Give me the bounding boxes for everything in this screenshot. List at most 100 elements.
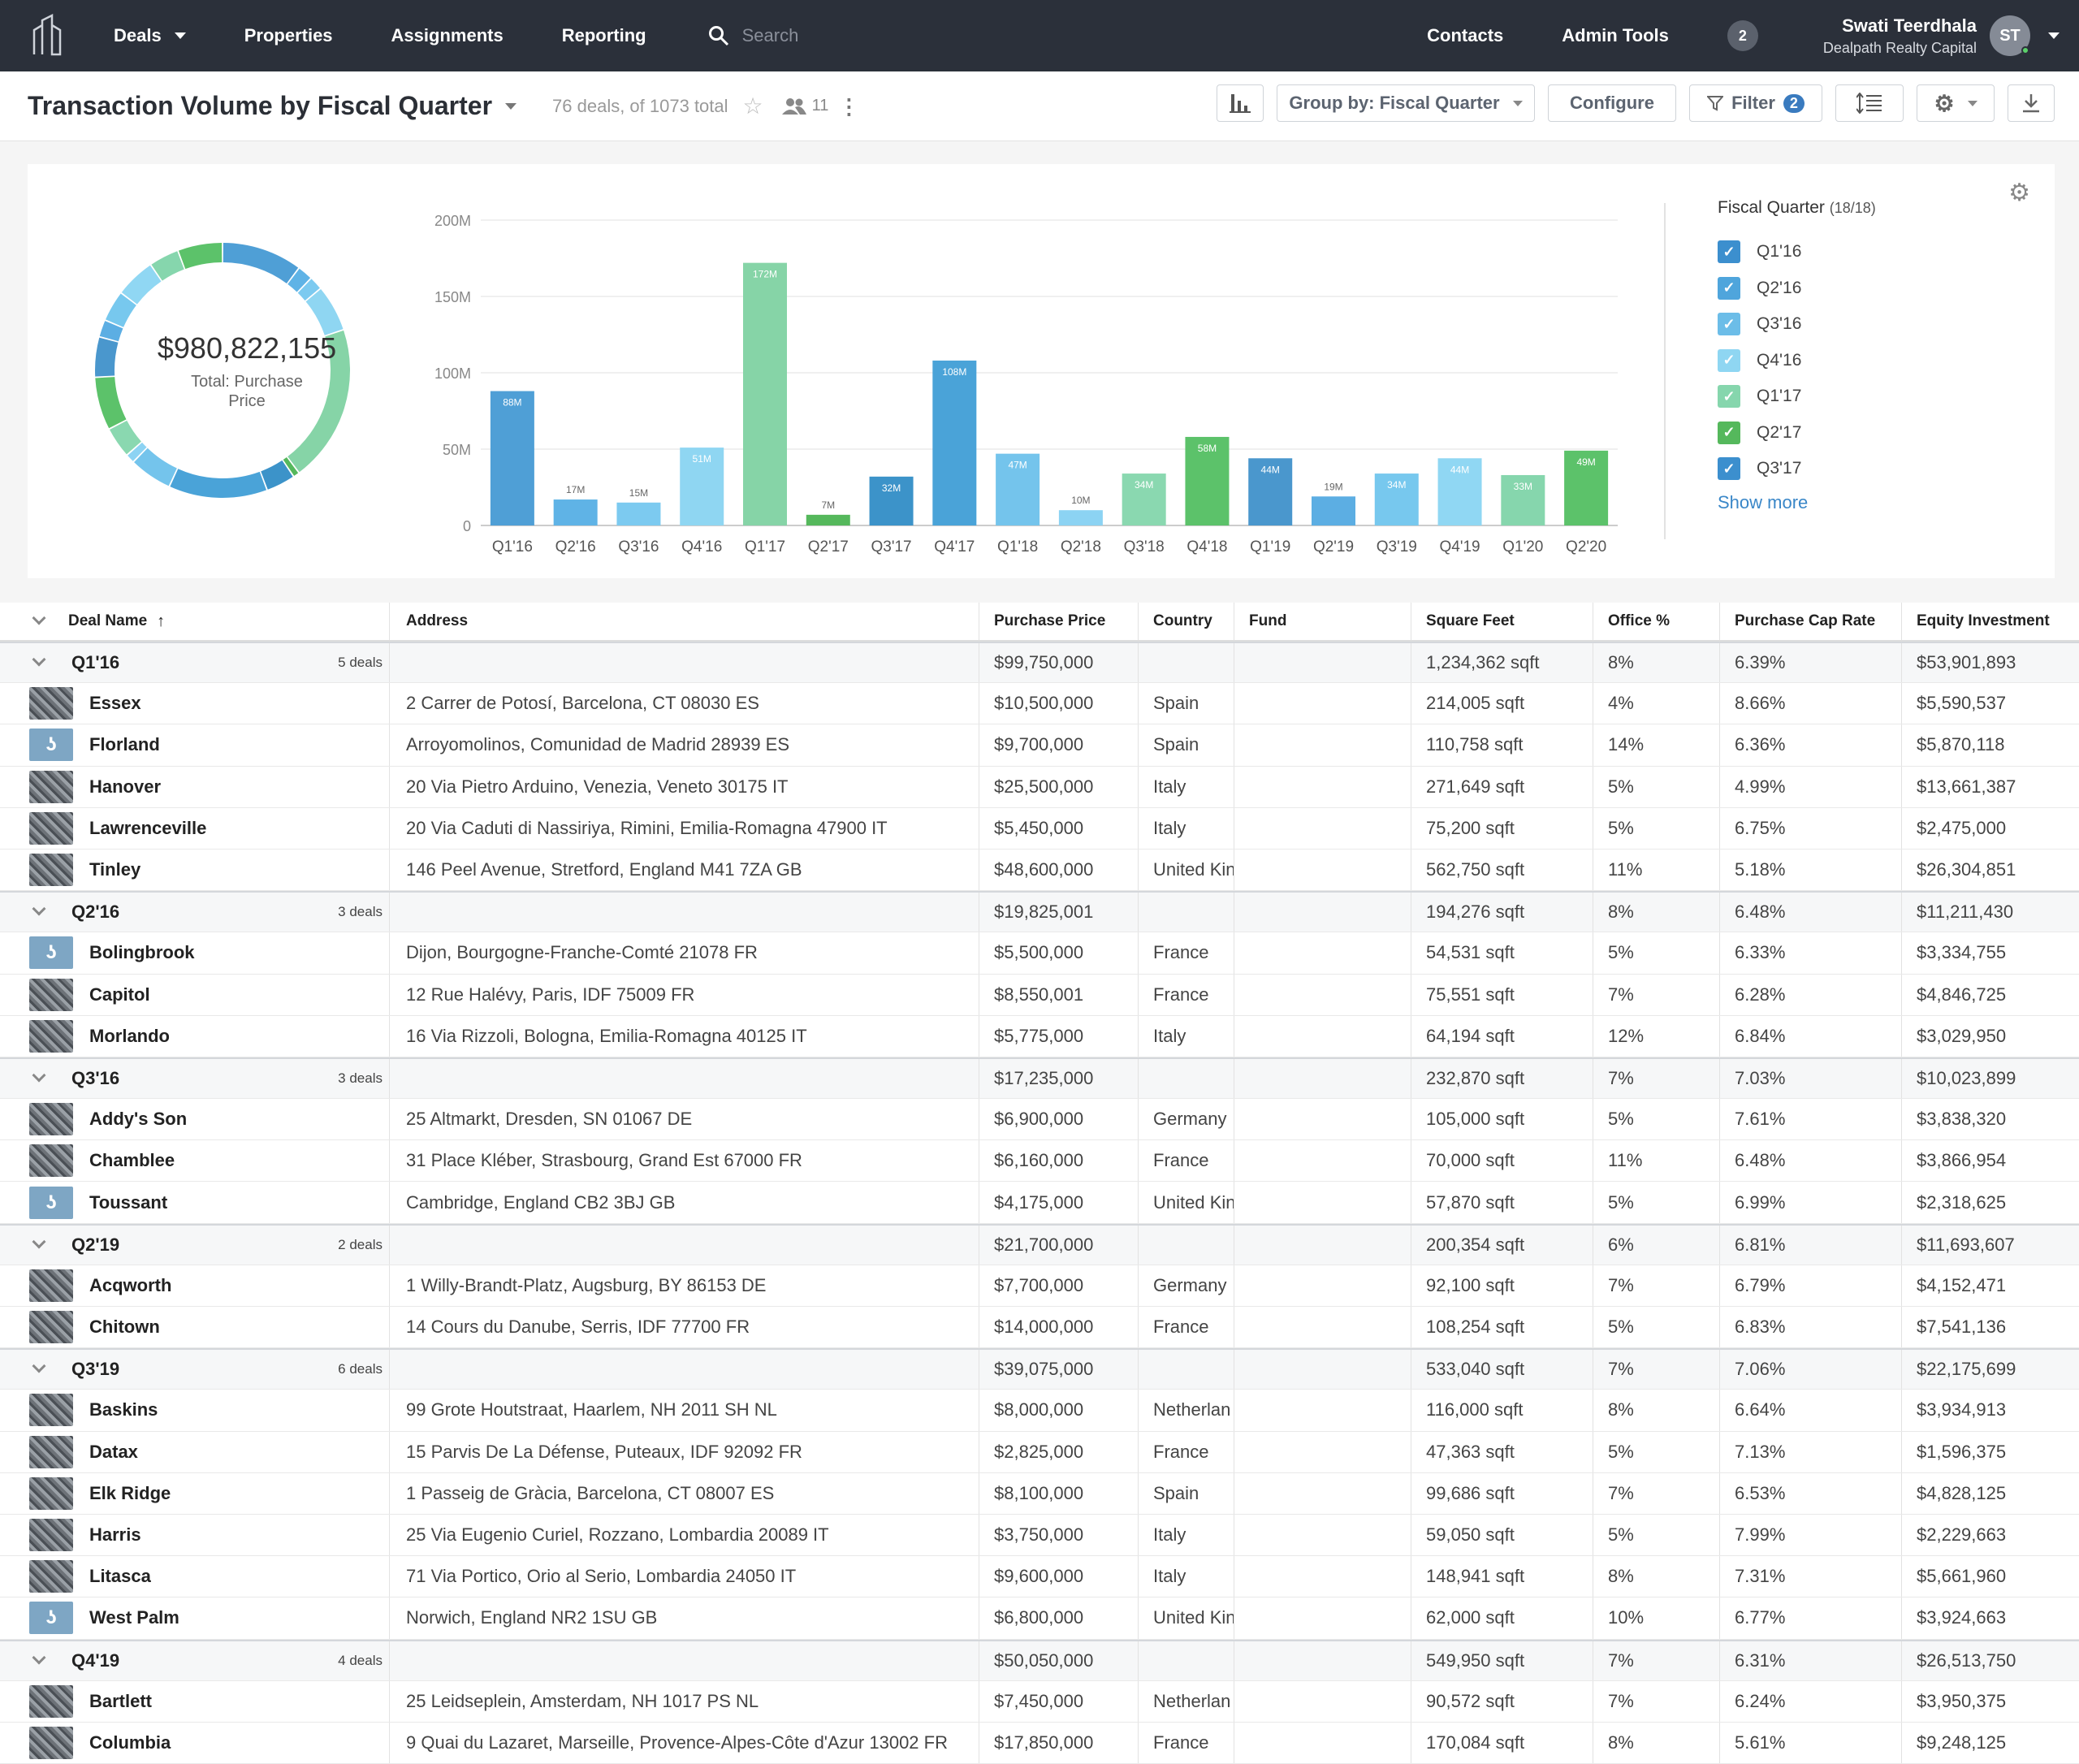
legend-item[interactable]: ✓ Q4'16 bbox=[1718, 343, 1876, 379]
legend-checkbox[interactable]: ✓ bbox=[1718, 240, 1740, 264]
table-row[interactable]: Essex 2 Carrer de Potosí, Barcelona, CT 0… bbox=[0, 683, 2079, 725]
deal-name-link[interactable]: Baskins bbox=[89, 1399, 158, 1420]
deal-name-link[interactable]: Tinley bbox=[89, 859, 141, 880]
collapse-chevron-icon[interactable] bbox=[32, 1359, 46, 1373]
deal-name-cell[interactable]: Chamblee bbox=[0, 1140, 390, 1182]
group-by-dropdown[interactable]: Group by: Fiscal Quarter bbox=[1277, 84, 1535, 122]
deal-name-cell[interactable]: Lawrenceville bbox=[0, 807, 390, 849]
group-name-cell[interactable]: Q2'19 2 deals bbox=[0, 1225, 390, 1265]
configure-button[interactable]: Configure bbox=[1548, 84, 1676, 122]
col-address[interactable]: Address bbox=[390, 603, 979, 640]
deal-name-link[interactable]: Morlando bbox=[89, 1025, 170, 1046]
deal-name-cell[interactable]: Tinley bbox=[0, 849, 390, 891]
group-row[interactable]: Q4'19 4 deals $50,050,000 549,950 sqft 7% 6.3… bbox=[0, 1639, 2079, 1681]
donut-slice[interactable] bbox=[121, 265, 162, 305]
donut-slice[interactable] bbox=[95, 337, 119, 377]
col-square-feet[interactable]: Square Feet bbox=[1411, 603, 1593, 640]
table-row[interactable]: Lawrenceville 20 Via Caduti di Nassiriya,… bbox=[0, 807, 2079, 850]
deal-name-link[interactable]: Bartlett bbox=[89, 1690, 153, 1711]
bar-Q4'18[interactable] bbox=[1185, 436, 1230, 525]
collapse-chevron-icon[interactable] bbox=[32, 901, 46, 916]
search-input[interactable] bbox=[741, 25, 986, 46]
deal-name-cell[interactable]: Elk Ridge bbox=[0, 1472, 390, 1514]
shared-users[interactable]: 11 bbox=[781, 97, 828, 115]
deal-name-cell[interactable]: ʖ Florland bbox=[0, 724, 390, 766]
deal-name-cell[interactable]: Datax bbox=[0, 1431, 390, 1472]
deal-name-link[interactable]: Essex bbox=[89, 693, 141, 714]
table-row[interactable]: ʖ Toussant Cambridge, England CB2 3BJ GB $4… bbox=[0, 1182, 2079, 1224]
deal-name-link[interactable]: Datax bbox=[89, 1441, 138, 1462]
group-row[interactable]: Q1'16 5 deals $99,750,000 1,234,362 sqft 8% 6… bbox=[0, 642, 2079, 684]
deal-name-cell[interactable]: Baskins bbox=[0, 1390, 390, 1431]
bar-Q1'17[interactable] bbox=[743, 262, 787, 525]
deal-name-link[interactable]: Harris bbox=[89, 1524, 141, 1546]
donut-slice[interactable] bbox=[109, 420, 142, 455]
deal-name-cell[interactable]: Harris bbox=[0, 1514, 390, 1556]
table-row[interactable]: ʖ Florland Arroyomolinos, Comunidad de Mad… bbox=[0, 724, 2079, 767]
table-row[interactable]: Tinley 146 Peel Avenue, Stretford, Englan… bbox=[0, 849, 2079, 892]
legend-checkbox[interactable]: ✓ bbox=[1718, 385, 1740, 409]
nav-admin-tools[interactable]: Admin Tools bbox=[1562, 25, 1669, 45]
deal-name-cell[interactable]: ʖ West Palm bbox=[0, 1598, 390, 1639]
show-more-link[interactable]: Show more bbox=[1718, 491, 1809, 512]
bar-Q3'16[interactable] bbox=[616, 502, 661, 525]
chart-settings-gear-icon[interactable]: ⚙ bbox=[2008, 179, 2030, 206]
deal-name-link[interactable]: Florland bbox=[89, 734, 160, 755]
deal-name-link[interactable]: Hanover bbox=[89, 776, 162, 797]
bar-Q1'20[interactable] bbox=[1501, 474, 1545, 525]
group-name-cell[interactable]: Q4'19 4 deals bbox=[0, 1641, 390, 1680]
nav-properties[interactable]: Properties bbox=[244, 25, 333, 45]
table-row[interactable]: Harris 25 Via Eugenio Curiel, Rozzano, Lo… bbox=[0, 1514, 2079, 1557]
donut-slice[interactable] bbox=[297, 279, 320, 301]
deal-name-cell[interactable]: Acqworth bbox=[0, 1265, 390, 1306]
bar-Q3'17[interactable] bbox=[869, 476, 914, 525]
donut-slice[interactable] bbox=[106, 293, 137, 328]
collapse-chevron-icon[interactable] bbox=[32, 1650, 46, 1665]
user-info[interactable]: Swati Teerdhala Dealpath Realty Capital bbox=[1823, 15, 1977, 57]
bar-Q2'18[interactable] bbox=[1058, 510, 1103, 525]
search-box[interactable] bbox=[708, 25, 986, 46]
deal-name-cell[interactable]: Chitown bbox=[0, 1307, 390, 1348]
deal-name-link[interactable]: Acqworth bbox=[89, 1274, 172, 1295]
nav-deals[interactable]: Deals bbox=[114, 25, 186, 46]
table-row[interactable]: Litasca 71 Via Portico, Orio al Serio, Lo… bbox=[0, 1556, 2079, 1598]
group-row[interactable]: Q3'19 6 deals $39,075,000 533,040 sqft 7% 7.0… bbox=[0, 1348, 2079, 1390]
bar-Q1'19[interactable] bbox=[1248, 458, 1293, 525]
deal-name-link[interactable]: Litasca bbox=[89, 1566, 151, 1587]
col-equity[interactable]: Equity Investment bbox=[1917, 612, 2050, 629]
legend-item[interactable]: ✓ Q2'16 bbox=[1718, 270, 1876, 307]
donut-slice[interactable] bbox=[223, 243, 299, 284]
bar-Q1'16[interactable] bbox=[490, 391, 534, 525]
deal-name-cell[interactable]: Morlando bbox=[0, 1015, 390, 1057]
page-title[interactable]: Transaction Volume by Fiscal Quarter bbox=[28, 91, 493, 120]
deal-name-link[interactable]: Columbia bbox=[89, 1732, 171, 1753]
bar-Q2'20[interactable] bbox=[1564, 450, 1609, 525]
collapse-chevron-icon[interactable] bbox=[32, 1068, 46, 1083]
settings-dropdown[interactable]: ⚙ bbox=[1917, 84, 1995, 122]
table-row[interactable]: ʖ West Palm Norwich, England NR2 1SU GB $6,… bbox=[0, 1598, 2079, 1640]
deal-name-cell[interactable]: Essex bbox=[0, 683, 390, 724]
deal-name-link[interactable]: Chitown bbox=[89, 1317, 160, 1338]
deal-name-link[interactable]: Bolingbrook bbox=[89, 942, 195, 963]
bar-Q4'19[interactable] bbox=[1437, 458, 1482, 525]
legend-item[interactable]: ✓ Q1'16 bbox=[1718, 234, 1876, 270]
donut-slice[interactable] bbox=[287, 268, 311, 292]
legend-item[interactable]: ✓ Q3'17 bbox=[1718, 451, 1876, 487]
table-row[interactable]: Capitol 12 Rue Halévy, Paris, IDF 75009 F… bbox=[0, 974, 2079, 1016]
bar-Q3'19[interactable] bbox=[1374, 473, 1419, 525]
nav-reporting[interactable]: Reporting bbox=[561, 25, 646, 45]
donut-slice[interactable] bbox=[283, 457, 299, 476]
more-options-icon[interactable]: ⋮ bbox=[838, 93, 860, 119]
col-fund[interactable]: Fund bbox=[1234, 603, 1411, 640]
table-row[interactable]: Datax 15 Parvis De La Défense, Puteaux, I… bbox=[0, 1431, 2079, 1473]
donut-slice[interactable] bbox=[260, 460, 293, 490]
donut-slice[interactable] bbox=[178, 243, 223, 270]
bar-Q2'16[interactable] bbox=[553, 499, 598, 525]
legend-checkbox[interactable]: ✓ bbox=[1718, 276, 1740, 300]
group-name-cell[interactable]: Q3'19 6 deals bbox=[0, 1350, 390, 1390]
deal-name-cell[interactable]: Hanover bbox=[0, 766, 390, 807]
group-name-cell[interactable]: Q2'16 3 deals bbox=[0, 893, 390, 932]
deal-name-cell[interactable]: Columbia bbox=[0, 1722, 390, 1764]
donut-slice[interactable] bbox=[151, 251, 185, 281]
filter-button[interactable]: Filter 2 bbox=[1689, 84, 1822, 122]
